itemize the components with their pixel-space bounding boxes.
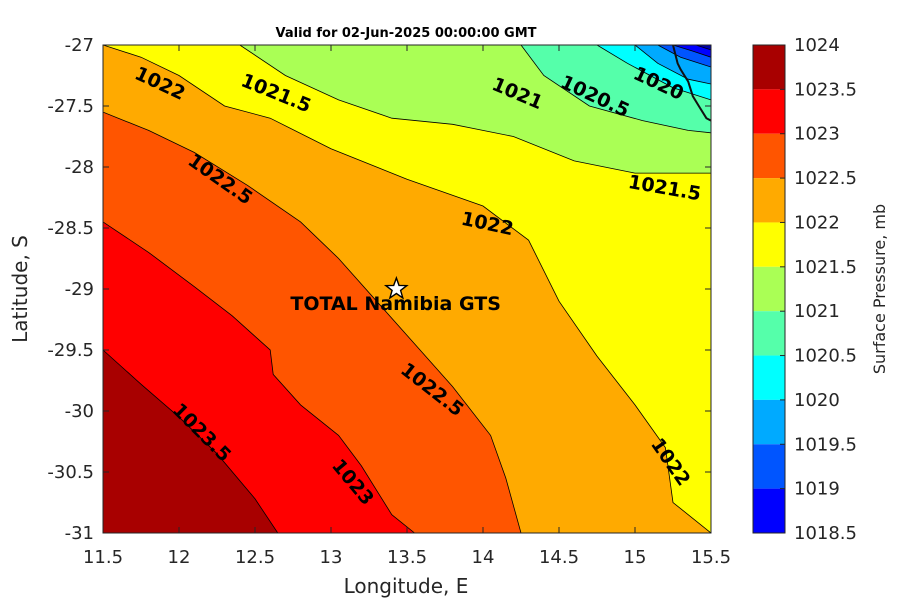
isobar-1021.5	[239, 45, 711, 174]
colorbar-swatch	[753, 399, 785, 445]
colorbar-swatch	[753, 266, 785, 312]
colorbar-tick-label: 1020.5	[794, 346, 857, 367]
pressure-band-1020.5	[521, 45, 711, 133]
colorbar-swatch	[753, 45, 785, 90]
pressure-band-1019.5	[635, 45, 711, 84]
colorbar-tick-label: 1023.5	[794, 79, 857, 100]
colorbar-tick-label: 1021	[794, 301, 840, 322]
isobar-1021	[520, 45, 711, 134]
pressure-band-1022	[103, 45, 711, 533]
pressure-band-1021	[239, 45, 711, 174]
colorbar-tick-label: 1019.5	[794, 434, 857, 455]
x-tick-label: 15.5	[691, 547, 731, 568]
x-tick-label: 13.5	[387, 547, 427, 568]
isobar-line-layer	[103, 45, 711, 533]
colorbar-tick-label: 1020	[794, 390, 840, 411]
colorbar-tick-label: 1019	[794, 479, 840, 500]
station-star-icon	[383, 275, 409, 300]
colorbar-tick-label: 1021.5	[794, 257, 857, 278]
colorbar-tick-label: 1018.5	[794, 523, 857, 544]
pressure-band-1020	[597, 45, 711, 100]
x-tick-label: 12	[168, 547, 191, 568]
x-tick-label: 14.5	[539, 547, 579, 568]
y-tick-label: -29.5	[47, 340, 94, 361]
y-axis: -27 -27.5 -28 -28.5 -29 -29.5 -30 -30.5 -31	[47, 35, 711, 544]
y-axis-label: Latitude, S	[8, 235, 32, 343]
isobar-1018.5	[695, 45, 711, 51]
x-tick-label: 14	[472, 547, 495, 568]
isobar-1019	[672, 45, 711, 58]
colorbar-tick-label: 1022	[794, 212, 840, 233]
colorbar-swatch	[753, 178, 785, 223]
coastline	[672, 45, 711, 122]
colorbar: 1024 1023.5 1023 1022.5 1022 1021.5 1021 1020.5…	[752, 35, 857, 544]
y-tick-label: -28.5	[47, 218, 94, 239]
chart-title: Valid for 02-Jun-2025 00:00:00 GMT	[276, 26, 537, 41]
y-tick-label: -27.5	[47, 96, 94, 117]
y-tick-label: -31	[65, 523, 94, 544]
x-tick-label: 11.5	[83, 547, 123, 568]
y-tick-label: -27	[65, 35, 94, 56]
y-tick-label: -30.5	[47, 462, 94, 483]
isobar-1022.5	[103, 111, 522, 533]
colorbar-tick-label: 1023	[794, 124, 840, 145]
isobar-1023.5	[103, 349, 279, 533]
colorbar-swatch	[753, 133, 785, 179]
colorbar-tick-label: 1022.5	[794, 168, 857, 189]
x-axis-label: Longitude, E	[344, 574, 469, 598]
coastline-layer	[672, 45, 711, 122]
pressure-band-1022.5	[103, 112, 521, 533]
x-tick-label: 15	[624, 547, 647, 568]
pressure-band-1023.5	[103, 350, 278, 533]
colorbar-tick-label: 1024	[794, 35, 840, 56]
x-tick-label: 12.5	[235, 547, 275, 568]
isobar-1019.5	[657, 45, 711, 68]
colorbar-swatch	[753, 311, 785, 356]
colorbar-frame	[752, 44, 786, 534]
x-tick-label: 13	[320, 547, 343, 568]
pressure-band-1021.5	[103, 45, 711, 533]
station-marker-layer: TOTAL Namibia GTS	[290, 275, 501, 315]
isobar-1022	[103, 45, 711, 533]
isobar-1020	[634, 45, 711, 85]
x-axis: 11.5 12 12.5 13 13.5 14 14.5 15 15.5	[83, 45, 731, 568]
pressure-band-1023	[103, 221, 415, 533]
colorbar-label: Surface Pressure, mb	[870, 204, 889, 374]
pressure-band-1019	[657, 45, 711, 67]
y-tick-label: -28	[65, 157, 94, 178]
y-tick-label: -30	[65, 401, 94, 422]
colorbar-swatch	[753, 355, 785, 400]
colorbar-swatch	[753, 89, 785, 134]
colorbar-swatch	[753, 222, 785, 267]
colorbar-swatch	[753, 488, 785, 533]
colorbar-swatch	[753, 444, 785, 489]
y-tick-label: -29	[65, 279, 94, 300]
isobar-1023	[103, 221, 415, 533]
pressure-fill-layer	[103, 45, 711, 533]
pressure-band-1018.5	[673, 45, 711, 58]
station-label: TOTAL Namibia GTS	[290, 293, 501, 315]
